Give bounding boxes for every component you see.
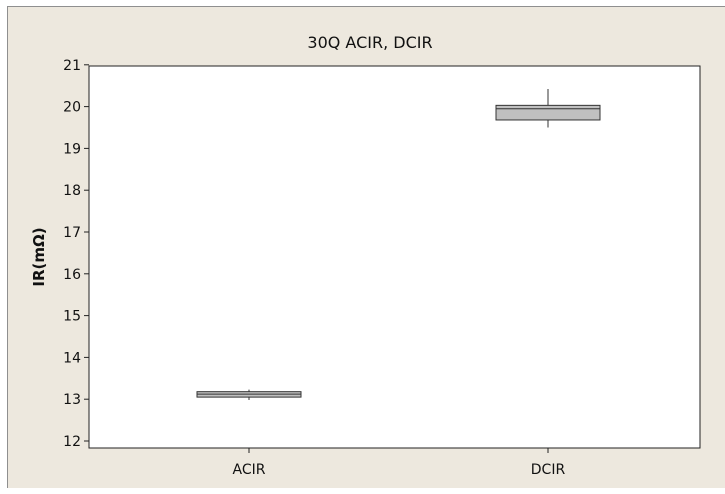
plot-area — [88, 65, 701, 449]
y-tick-label: 14 — [63, 350, 81, 366]
box-plot: 30Q ACIR, DCIR 12 13 14 15 16 17 18 19 20 21 ACIR… — [30, 33, 701, 478]
y-axis-label: IR(mΩ) — [30, 227, 48, 286]
y-tick-label: 19 — [63, 141, 81, 157]
box-acir — [196, 389, 302, 401]
y-tick-label: 20 — [63, 100, 81, 116]
y-tick-label: 15 — [63, 309, 81, 325]
x-axis: ACIR DCIR — [233, 448, 566, 478]
box-series — [196, 89, 601, 401]
box-iqr — [495, 104, 601, 121]
x-tick-label: DCIR — [531, 462, 566, 478]
y-tick-label: 18 — [63, 183, 81, 199]
box-dcir — [495, 89, 601, 128]
chart-title: 30Q ACIR, DCIR — [307, 33, 432, 52]
y-tick-label: 13 — [63, 392, 81, 408]
y-tick-label: 16 — [63, 267, 81, 283]
y-tick-label: 17 — [63, 225, 81, 241]
y-tick-label: 21 — [63, 58, 81, 74]
y-tick-label: 12 — [63, 434, 81, 450]
y-axis: 12 13 14 15 16 17 18 19 20 21 — [63, 58, 89, 450]
x-tick-label: ACIR — [233, 462, 266, 478]
chart-figure: 30Q ACIR, DCIR 12 13 14 15 16 17 18 19 20 21 ACIR… — [7, 6, 725, 488]
